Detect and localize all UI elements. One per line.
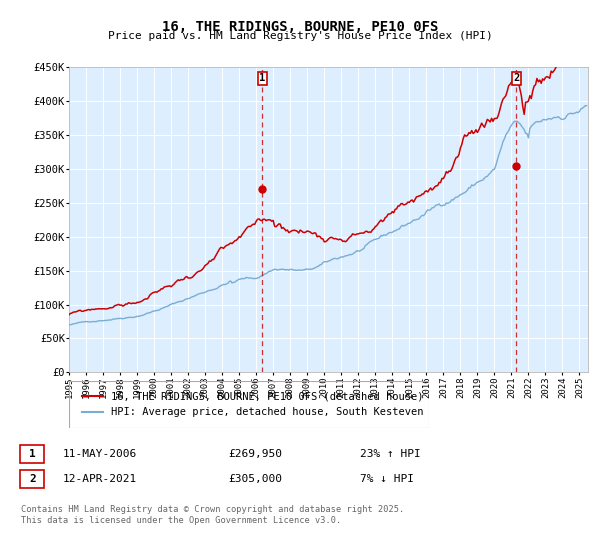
Text: 2: 2 [513,73,520,83]
FancyBboxPatch shape [20,445,44,463]
FancyBboxPatch shape [20,470,44,488]
Text: 1: 1 [259,73,265,83]
Text: £305,000: £305,000 [228,474,282,484]
Text: 12-APR-2021: 12-APR-2021 [63,474,137,484]
Text: 1: 1 [29,449,36,459]
Text: £269,950: £269,950 [228,449,282,459]
Text: 7% ↓ HPI: 7% ↓ HPI [360,474,414,484]
Text: 11-MAY-2006: 11-MAY-2006 [63,449,137,459]
Text: Contains HM Land Registry data © Crown copyright and database right 2025.
This d: Contains HM Land Registry data © Crown c… [21,505,404,525]
Text: 23% ↑ HPI: 23% ↑ HPI [360,449,421,459]
Text: 2: 2 [29,474,36,484]
Text: 16, THE RIDINGS, BOURNE, PE10 0FS: 16, THE RIDINGS, BOURNE, PE10 0FS [162,20,438,34]
Legend: 16, THE RIDINGS, BOURNE, PE10 0FS (detached house), HPI: Average price, detached: 16, THE RIDINGS, BOURNE, PE10 0FS (detac… [78,388,428,421]
Text: Price paid vs. HM Land Registry's House Price Index (HPI): Price paid vs. HM Land Registry's House … [107,31,493,41]
